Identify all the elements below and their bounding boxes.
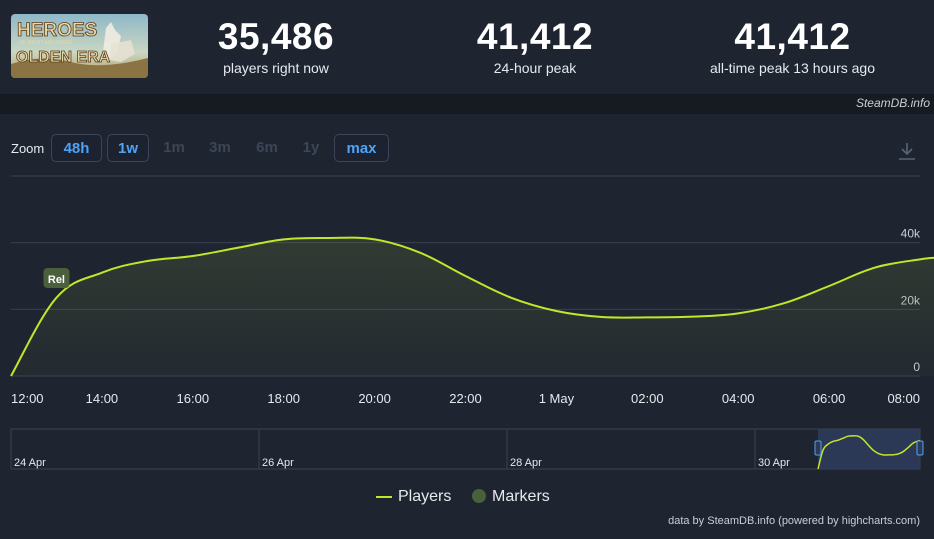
marker-label: Rel (48, 274, 65, 286)
x-tick-label: 18:00 (267, 391, 300, 406)
stat-label: all-time peak 13 hours ago (710, 60, 875, 76)
zoom-1w-button[interactable]: 1w (107, 134, 149, 162)
zoom-1y-button[interactable]: 1y (302, 139, 320, 156)
x-tick-label: 1 May (539, 391, 575, 406)
x-tick-label: 20:00 (358, 391, 391, 406)
svg-text:OF MIGHT AND MAGIC: OF MIGHT AND MAGIC (19, 40, 73, 46)
chart-credit[interactable]: data by SteamDB.info (powered by highcha… (668, 515, 920, 527)
navigator-tick-label: 28 Apr (510, 457, 542, 469)
x-tick-label: 06:00 (813, 391, 846, 406)
series-area (11, 237, 934, 376)
markers[interactable]: Rel (43, 268, 70, 288)
navigator[interactable]: 24 Apr 26 Apr 28 Apr 30 Apr (10, 428, 924, 470)
stat-players-now: 35,486 players right now (196, 16, 356, 76)
stat-24h-peak: 41,412 24-hour peak (455, 16, 615, 76)
legend-marker-icon (472, 489, 486, 503)
zoom-48h-button[interactable]: 48h (51, 134, 102, 162)
zoom-max-button[interactable]: max (334, 134, 389, 162)
release-marker[interactable]: Rel (43, 268, 70, 288)
legend-line-icon (376, 495, 392, 498)
brand-bar: SteamDB.info (0, 94, 934, 114)
navigator-tick-label: 26 Apr (262, 457, 294, 469)
x-axis-labels: 12:00 14:00 16:00 18:00 20:00 22:00 1 May 02:00… (11, 391, 920, 406)
x-tick-label: 14:00 (86, 391, 119, 406)
legend-markers[interactable]: Markers (472, 488, 550, 506)
navigator-handle-left[interactable] (814, 440, 822, 456)
series-line-players[interactable] (10, 236, 934, 377)
zoom-6m-button[interactable]: 6m (256, 139, 278, 156)
game-logo[interactable]: HEROES OF MIGHT AND MAGIC OLDEN ERA (11, 14, 148, 78)
x-tick-label: 04:00 (722, 391, 755, 406)
stat-value: 41,412 (734, 16, 851, 57)
x-tick-label: 12:00 (11, 391, 44, 406)
player-chart[interactable]: 020k40k Rel 12:0014:0016:0018:0020:0022:… (0, 170, 934, 470)
stats-header: HEROES OF MIGHT AND MAGIC OLDEN ERA 35,4… (0, 0, 934, 94)
y-tick-label: 40k (901, 227, 921, 241)
legend-players-label: Players (398, 488, 452, 505)
legend-markers-label: Markers (492, 488, 550, 505)
x-tick-label: 08:00 (887, 391, 920, 406)
legend-players[interactable]: Players (376, 488, 451, 506)
navigator-tick-label: 24 Apr (14, 457, 46, 469)
x-tick-label: 02:00 (631, 391, 664, 406)
svg-text:HEROES: HEROES (17, 20, 97, 41)
x-tick-label: 16:00 (177, 391, 210, 406)
x-tick-label: 22:00 (449, 391, 482, 406)
brand-label[interactable]: SteamDB.info (855, 96, 930, 110)
zoom-label: Zoom (11, 141, 45, 156)
svg-text:OLDEN ERA: OLDEN ERA (16, 49, 111, 66)
navigator-selection[interactable] (818, 429, 920, 469)
stat-label: 24-hour peak (493, 60, 577, 76)
stat-all-time-peak: 41,412 all-time peak 13 hours ago (690, 16, 895, 76)
stat-value: 41,412 (476, 16, 594, 57)
navigator-tick-label: 30 Apr (758, 457, 790, 469)
stat-value: 35,486 (217, 16, 335, 57)
zoom-3m-button[interactable]: 3m (209, 139, 231, 156)
navigator-handle-right[interactable] (916, 440, 924, 456)
marker-badge[interactable] (43, 268, 70, 288)
stat-label: players right now (223, 60, 329, 76)
logo-image: HEROES OF MIGHT AND MAGIC OLDEN ERA (11, 14, 148, 78)
navigator-series-line (817, 435, 921, 470)
download-icon[interactable] (896, 140, 918, 162)
zoom-1m-button[interactable]: 1m (163, 139, 185, 156)
